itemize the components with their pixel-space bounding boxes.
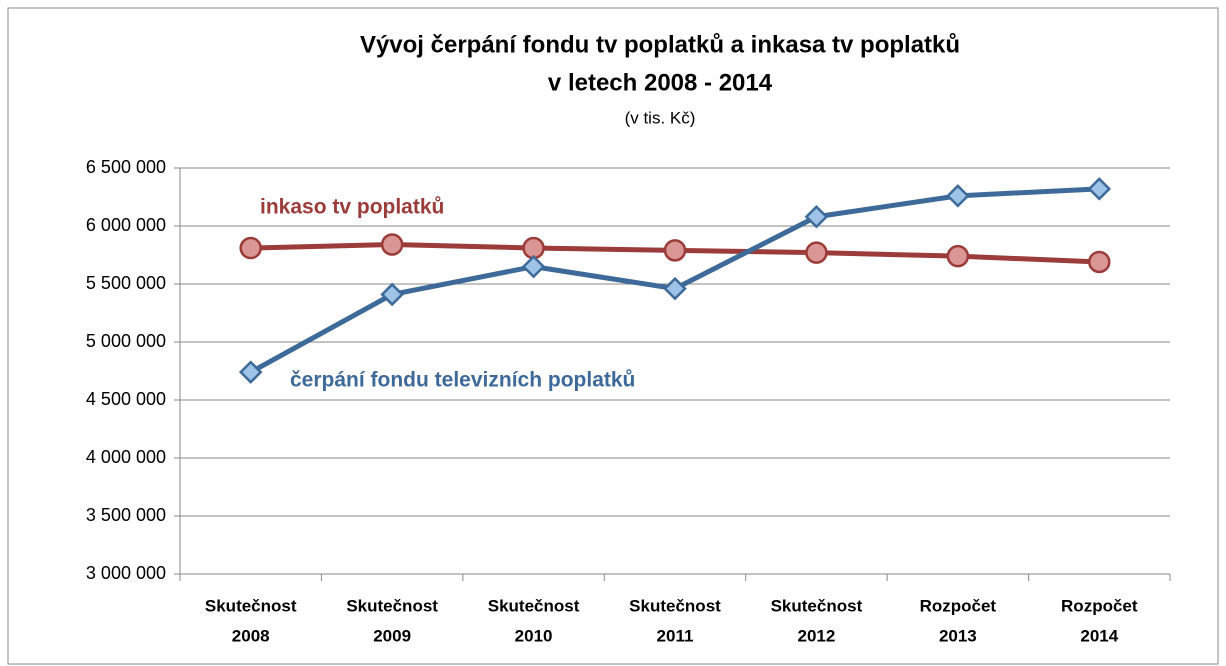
- x-tick-label: 2013: [939, 626, 977, 645]
- chart-frame: [7, 7, 1219, 665]
- marker: [1088, 250, 1111, 274]
- x-tick-label: Skutečnost: [346, 596, 438, 615]
- y-tick-label: 4 500 000: [86, 389, 166, 409]
- series-label: čerpání fondu televizních poplatků: [290, 369, 635, 392]
- x-tick-label: 2014: [1080, 626, 1118, 645]
- marker: [380, 233, 404, 256]
- marker: [239, 236, 262, 260]
- x-tick-label: Skutečnost: [771, 596, 863, 615]
- chart-title: Vývoj čerpání fondu tv poplatků a inkasa…: [360, 31, 960, 58]
- y-tick-label: 3 000 000: [86, 563, 166, 583]
- x-tick-label: Skutečnost: [205, 596, 297, 615]
- x-tick-label: 2011: [657, 626, 694, 645]
- chart-subtitle: (v tis. Kč): [625, 108, 696, 127]
- x-tick-label: Skutečnost: [629, 596, 721, 615]
- marker: [380, 282, 404, 307]
- x-tick-label: Skutečnost: [488, 596, 580, 615]
- marker: [804, 204, 829, 229]
- x-tick-label: 2009: [373, 626, 411, 645]
- y-tick-label: 5 000 000: [86, 331, 166, 351]
- marker: [663, 239, 687, 262]
- x-tick-label: Rozpočet: [1061, 596, 1138, 615]
- marker: [663, 276, 687, 301]
- marker: [946, 244, 970, 268]
- x-tick-label: Rozpočet: [920, 596, 997, 615]
- x-tick-label: 2008: [232, 626, 270, 645]
- chart-title: v letech 2008 - 2014: [548, 69, 773, 96]
- y-tick-label: 6 500 000: [86, 157, 166, 177]
- marker: [1087, 177, 1112, 201]
- y-tick-label: 5 500 000: [86, 273, 166, 293]
- marker: [521, 254, 546, 279]
- x-tick-label: 2012: [798, 626, 836, 645]
- x-tick-label: 2010: [515, 626, 553, 645]
- marker: [238, 360, 263, 384]
- y-tick-label: 3 500 000: [86, 505, 166, 525]
- y-tick-label: 6 000 000: [86, 215, 166, 235]
- marker: [805, 241, 828, 264]
- series-label: inkaso tv poplatků: [260, 196, 444, 219]
- y-tick-label: 4 000 000: [86, 447, 166, 467]
- marker: [946, 184, 970, 208]
